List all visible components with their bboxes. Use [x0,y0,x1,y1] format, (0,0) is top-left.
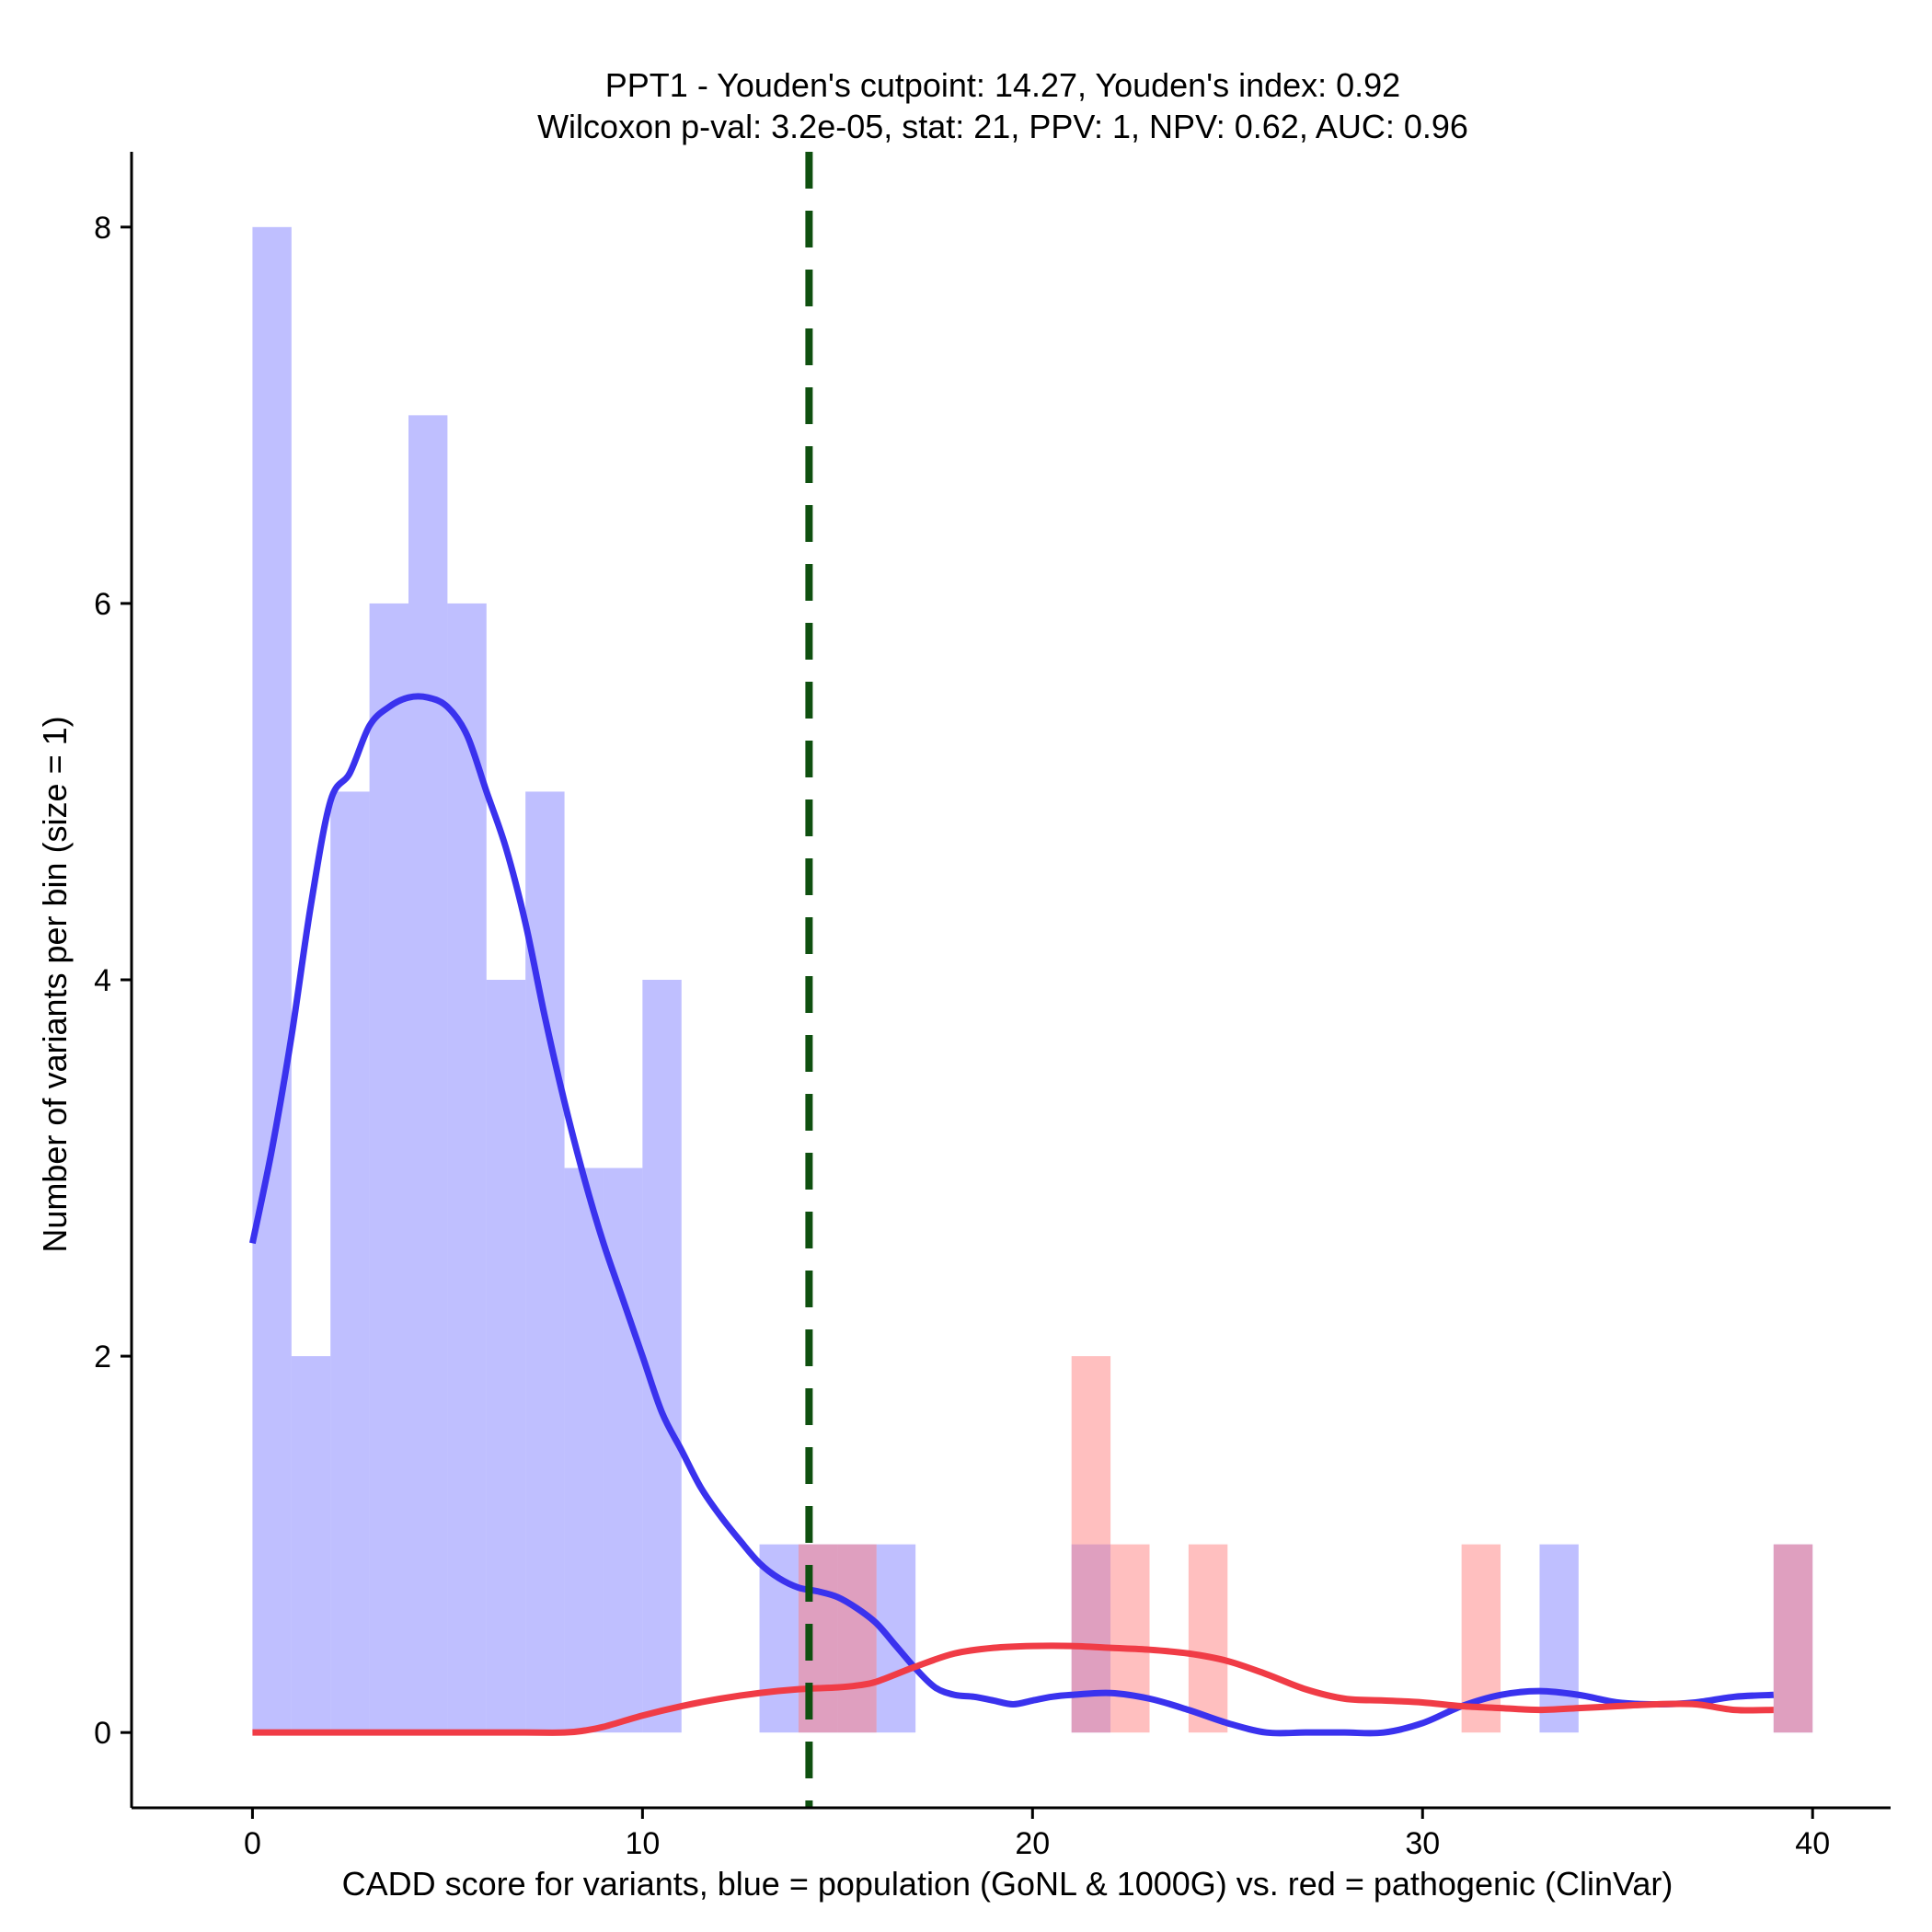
x-tick-label: 40 [1795,1826,1830,1861]
chart-title-line-2: Wilcoxon p-val: 3.2e-05, stat: 21, PPV: … [537,108,1468,145]
pathogenic-density-line [252,1642,1774,1736]
pathogenic-bar [1110,1544,1150,1733]
y-tick-label: 8 [94,211,111,246]
population-bar [564,1167,604,1733]
y-tick-label: 2 [94,1340,111,1374]
population-bar [408,415,448,1733]
x-tick-label: 30 [1405,1826,1440,1861]
population-bar [876,1544,916,1733]
axes [121,152,1891,1819]
population-bar [252,226,292,1733]
population-bar [525,791,565,1733]
y-tick-label: 4 [94,963,111,998]
x-tick-label: 10 [625,1826,660,1861]
tick-labels: 0 10 20 30 40 0 2 4 6 8 [94,211,1830,1861]
population-bar [447,603,487,1733]
pathogenic-bar [837,1544,877,1733]
population-bar [369,603,409,1733]
population-bar [330,791,370,1733]
population-bars [252,226,1813,1733]
population-bar [1539,1544,1579,1733]
population-bar [642,980,682,1733]
x-axis-label: CADD score for variants, blue = populati… [342,1865,1673,1903]
y-axis-label: Number of variants per bin (size = 1) [36,716,74,1252]
population-bar [291,1356,331,1733]
chart-title-line-1: PPT1 - Youden's cutpoint: 14.27, Youden'… [605,66,1400,104]
pathogenic-bar [1071,1356,1111,1733]
pathogenic-bar [1773,1544,1813,1733]
pathogenic-bar [1188,1544,1228,1733]
y-tick-label: 6 [94,587,111,622]
y-tick-label: 0 [94,1716,111,1751]
x-tick-label: 0 [244,1826,261,1861]
pathogenic-bar [798,1544,838,1733]
x-tick-label: 20 [1015,1826,1050,1861]
population-bar [759,1544,799,1733]
population-bar [486,980,526,1733]
pathogenic-bars [798,1356,1813,1733]
